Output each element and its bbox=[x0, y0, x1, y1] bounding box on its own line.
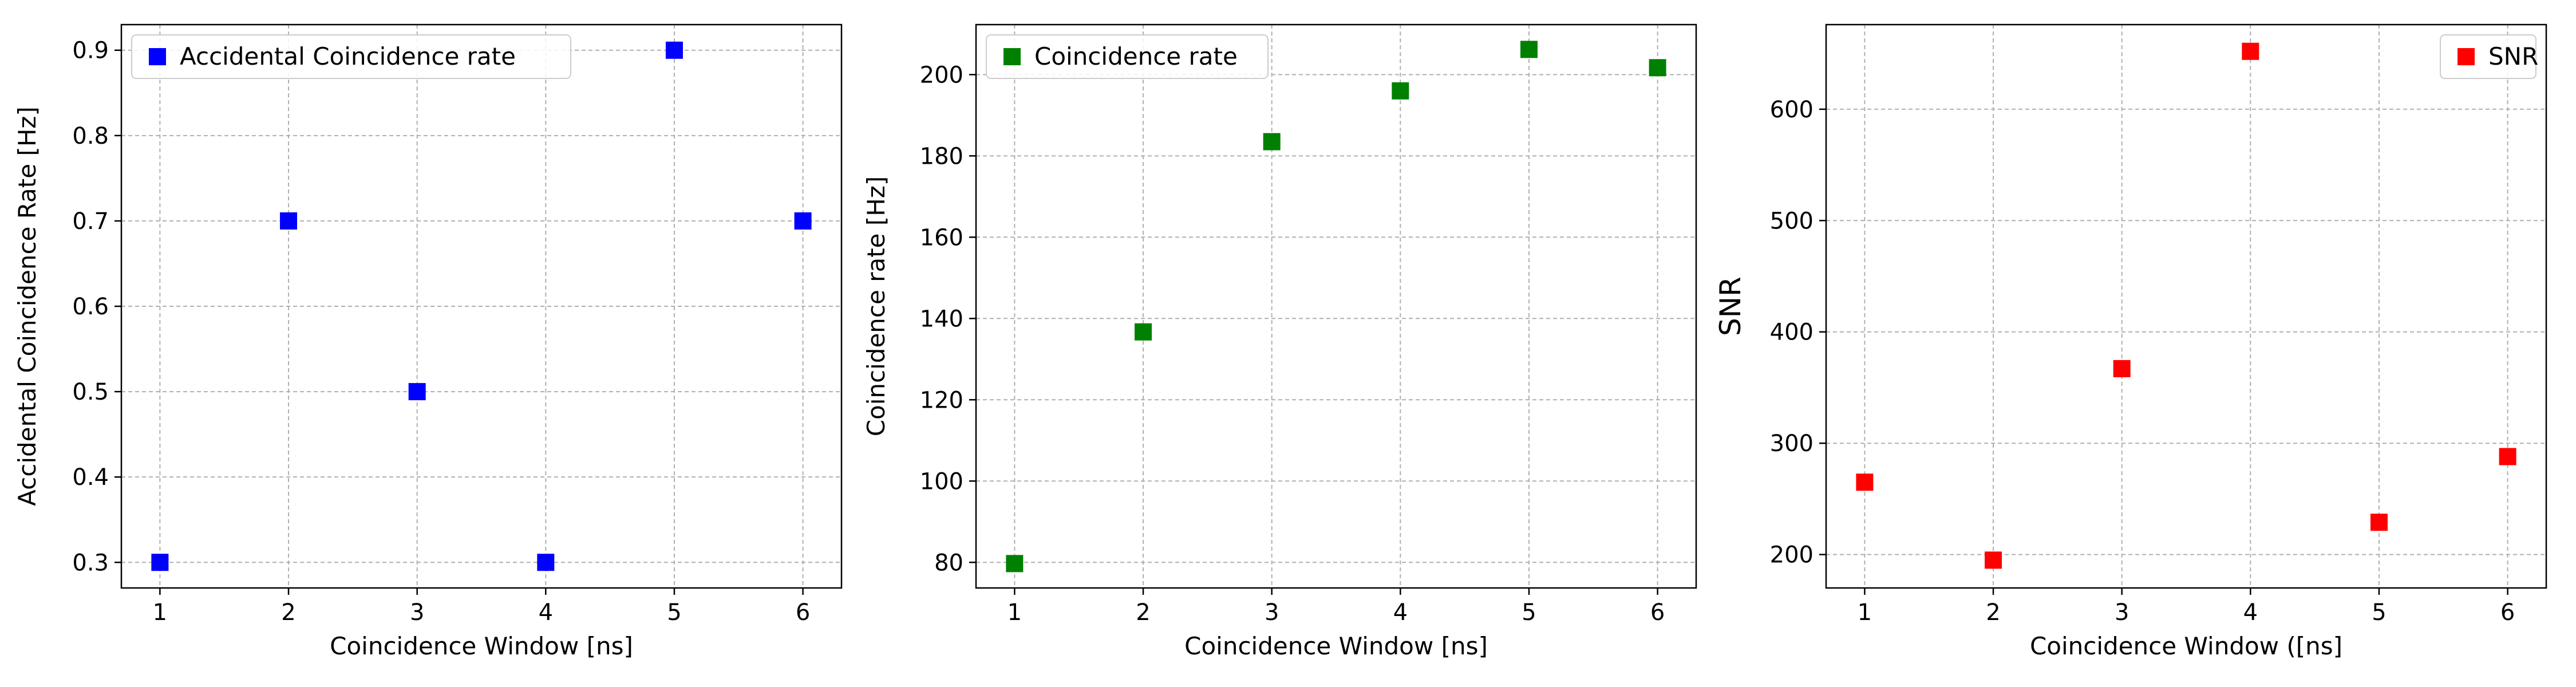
y-tick-label: 0.4 bbox=[72, 464, 109, 491]
data-point bbox=[537, 554, 555, 571]
x-tick-label: 5 bbox=[2372, 599, 2386, 626]
legend-box bbox=[986, 34, 1269, 79]
chart-panel-2: 1 2 3 4 5 6 80 100 120 140 160 180 200 Coincidence Wi… bbox=[862, 23, 1697, 660]
y-tick-label: 0.6 bbox=[72, 294, 109, 320]
axes-frame bbox=[120, 23, 843, 589]
y-tick-label: 200 bbox=[920, 62, 963, 88]
y-tick-label: 0.9 bbox=[72, 38, 109, 64]
data-point bbox=[2242, 42, 2259, 60]
data-point bbox=[1856, 473, 1874, 491]
legend-marker bbox=[1003, 48, 1021, 65]
x-tick-label: 3 bbox=[410, 599, 424, 626]
x-tick-label: 3 bbox=[1265, 599, 1279, 626]
y-tick-label: 160 bbox=[920, 224, 963, 251]
x-axis-label: Coincidence Window ([ns] bbox=[2030, 632, 2342, 660]
legend-label: Coincidence rate bbox=[1034, 42, 1238, 70]
x-tick-label: 6 bbox=[1650, 599, 1665, 626]
x-tick-label: 4 bbox=[2243, 599, 2258, 626]
chart-panel-3: 1 2 3 4 5 6 200 300 400 500 600 Coincidence Window … bbox=[1714, 23, 2547, 660]
legend: Coincidence rate bbox=[986, 34, 1269, 79]
x-tick-label: 4 bbox=[539, 599, 553, 626]
y-tick-label: 140 bbox=[920, 306, 963, 332]
y-tick-label: 300 bbox=[1770, 431, 1814, 457]
x-axis-label: Coincidence Window [ns] bbox=[1184, 632, 1488, 660]
plot-area bbox=[976, 25, 1696, 588]
legend: Accidental Coincidence rate bbox=[131, 34, 571, 79]
axes-frame bbox=[1825, 23, 2547, 589]
data-point bbox=[280, 212, 298, 230]
data-point bbox=[1135, 323, 1152, 341]
legend-marker bbox=[149, 48, 166, 65]
data-point bbox=[1392, 82, 1409, 100]
data-point bbox=[1649, 59, 1666, 77]
y-tick-label: 0.3 bbox=[72, 550, 109, 576]
data-point bbox=[2113, 360, 2131, 377]
legend-label: SNR bbox=[2488, 42, 2538, 70]
axes-frame bbox=[975, 23, 1697, 589]
data-point bbox=[665, 41, 683, 59]
data-point bbox=[151, 554, 169, 571]
data-point bbox=[1520, 41, 1538, 58]
data-point bbox=[2499, 448, 2516, 465]
x-tick-label: 1 bbox=[1008, 599, 1022, 626]
legend-marker bbox=[2458, 48, 2475, 65]
data-point bbox=[1263, 133, 1281, 151]
x-tick-label: 2 bbox=[1136, 599, 1150, 626]
y-tick-label: 180 bbox=[920, 143, 963, 169]
x-tick-label: 5 bbox=[1522, 599, 1536, 626]
chart-panel-1: 1 2 3 4 5 6 0.3 0.4 0.5 0.6 0.7 0.8 0.9 Coincidence W… bbox=[13, 23, 843, 660]
y-tick-label: 80 bbox=[934, 550, 963, 576]
y-tick-label: 200 bbox=[1770, 542, 1814, 568]
y-tick-label: 0.7 bbox=[72, 208, 109, 235]
y-tick-label: 400 bbox=[1770, 319, 1814, 346]
data-point bbox=[1985, 551, 2002, 569]
x-tick-label: 1 bbox=[1858, 599, 1872, 626]
data-point bbox=[794, 212, 812, 230]
plot-area bbox=[1826, 25, 2546, 588]
data-point bbox=[408, 383, 426, 401]
legend-box bbox=[131, 34, 571, 79]
x-tick-label: 5 bbox=[667, 599, 681, 626]
y-axis-label: Coincidence rate [Hz] bbox=[862, 176, 890, 437]
x-tick-label: 4 bbox=[1393, 599, 1408, 626]
y-tick-label: 600 bbox=[1770, 97, 1814, 123]
x-tick-label: 1 bbox=[153, 599, 167, 626]
x-axis-label: Coincidence Window [ns] bbox=[330, 632, 633, 660]
y-tick-label: 500 bbox=[1770, 208, 1814, 234]
y-tick-label: 120 bbox=[920, 387, 963, 413]
x-tick-label: 6 bbox=[2500, 599, 2515, 626]
legend-label: Accidental Coincidence rate bbox=[180, 42, 516, 70]
x-tick-label: 3 bbox=[2115, 599, 2129, 626]
data-point bbox=[1006, 555, 1024, 572]
y-axis-label: Accidental Coincidence Rate [Hz] bbox=[13, 106, 41, 506]
x-tick-label: 6 bbox=[796, 599, 810, 626]
y-tick-label: 0.8 bbox=[72, 123, 109, 149]
y-axis-label: SNR bbox=[1714, 277, 1747, 336]
data-point bbox=[2370, 514, 2388, 531]
y-tick-label: 100 bbox=[920, 468, 963, 495]
x-tick-label: 2 bbox=[1986, 599, 2000, 626]
y-tick-label: 0.5 bbox=[72, 379, 109, 405]
x-tick-label: 2 bbox=[281, 599, 295, 626]
legend-box bbox=[2440, 34, 2537, 79]
legend: SNR bbox=[2440, 34, 2538, 79]
